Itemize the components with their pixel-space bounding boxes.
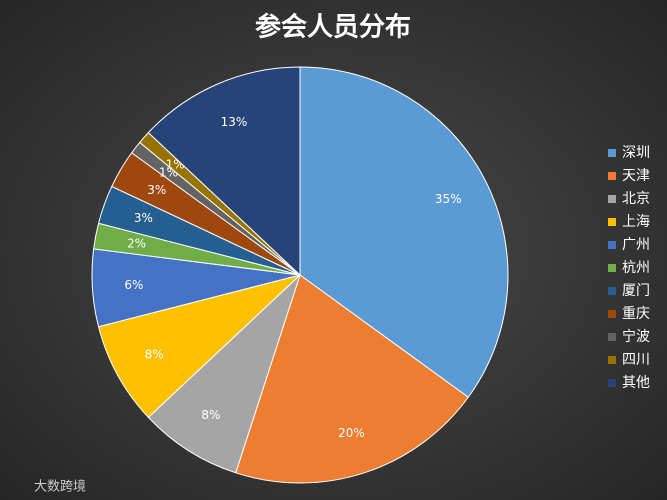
data-label: 35% [435,192,462,206]
pie-slice [147,66,301,277]
pie-slice [299,66,509,398]
data-label: 3% [147,183,166,197]
legend-label: 其他 [622,375,650,391]
legend-swatch [608,310,616,318]
legend-swatch [608,241,616,249]
legend-swatch [608,379,616,387]
legend-swatch [608,195,616,203]
data-label: 13% [221,115,248,129]
chart-title: 参会人员分布 [255,12,411,43]
legend-label: 深圳 [622,145,650,161]
legend-label: 四川 [622,352,650,368]
data-label: 20% [338,426,365,440]
pie-slice [147,274,301,474]
legend-label: 宁波 [622,328,650,345]
legend-swatch [608,172,616,180]
legend-label: 广州 [622,237,650,253]
legend-label: 上海 [622,214,650,230]
pie-slice [97,274,301,419]
data-label: 6% [124,278,143,292]
data-label: 8% [145,348,164,362]
pie-slice [235,274,469,484]
legend-label: 北京 [622,191,650,207]
legend-label: 天津 [622,168,650,184]
data-label: 3% [134,211,153,225]
legend-label: 厦门 [622,283,650,299]
legend-swatch [608,218,616,226]
legend-swatch [608,356,616,364]
data-label: 2% [127,236,146,250]
legend-swatch [608,149,616,157]
watermark: 大数跨境 [34,480,86,495]
legend-swatch [608,264,616,272]
data-label: 8% [201,408,220,422]
legend-swatch [608,287,616,295]
legend-label: 重庆 [622,306,650,322]
legend-swatch [608,333,616,341]
legend-label: 杭州 [622,260,650,276]
